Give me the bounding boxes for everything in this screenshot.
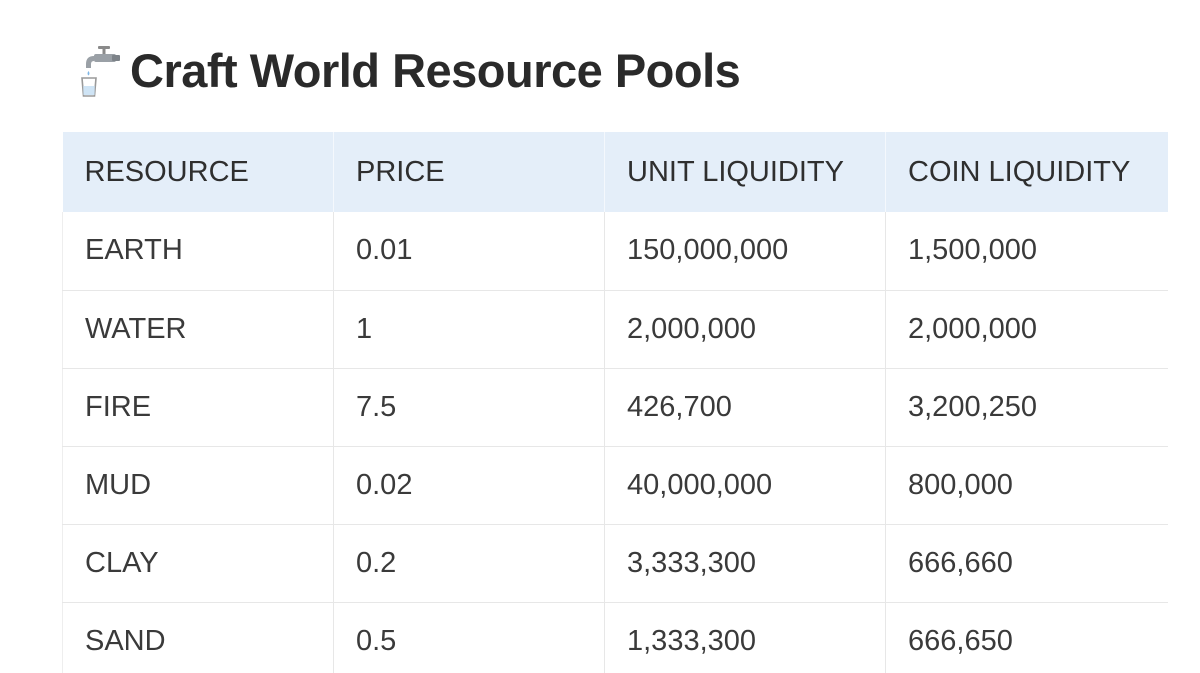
cell-unit-liquidity: 2,000,000: [604, 290, 886, 369]
title-row: Craft World Resource Pools: [76, 40, 741, 100]
cell-unit-liquidity: 426,700: [604, 368, 886, 447]
cell-coin-liquidity: 666,660: [885, 524, 1168, 603]
cell-coin-liquidity: 2,000,000: [885, 290, 1168, 369]
cell-unit-liquidity: 1,333,300: [604, 602, 886, 673]
header-row: RESOURCE PRICE UNIT LIQUIDITY COIN LIQUI…: [62, 132, 1168, 212]
cell-coin-liquidity: 3,200,250: [885, 368, 1168, 447]
table-row: EARTH 0.01 150,000,000 1,500,000: [62, 212, 1168, 291]
column-header-resource: RESOURCE: [62, 132, 334, 212]
column-header-price: PRICE: [333, 132, 605, 212]
table-body: EARTH 0.01 150,000,000 1,500,000 WATER 1…: [62, 212, 1168, 673]
column-header-coin-liquidity: COIN LIQUIDITY: [885, 132, 1168, 212]
cell-price: 1: [333, 290, 605, 369]
table-header: RESOURCE PRICE UNIT LIQUIDITY COIN LIQUI…: [62, 132, 1168, 212]
table-row: FIRE 7.5 426,700 3,200,250: [62, 368, 1168, 447]
faucet-icon: [76, 42, 124, 98]
cell-unit-liquidity: 3,333,300: [604, 524, 886, 603]
table-row: CLAY 0.2 3,333,300 666,660: [62, 524, 1168, 603]
resource-pools-table: RESOURCE PRICE UNIT LIQUIDITY COIN LIQUI…: [62, 132, 1168, 673]
cell-price: 0.5: [333, 602, 605, 673]
cell-price: 0.02: [333, 446, 605, 525]
cell-unit-liquidity: 40,000,000: [604, 446, 886, 525]
cell-resource: FIRE: [62, 368, 334, 447]
cell-resource: SAND: [62, 602, 334, 673]
table-row: SAND 0.5 1,333,300 666,650: [62, 602, 1168, 673]
cell-coin-liquidity: 1,500,000: [885, 212, 1168, 291]
cell-resource: CLAY: [62, 524, 334, 603]
cell-resource: WATER: [62, 290, 334, 369]
cell-unit-liquidity: 150,000,000: [604, 212, 886, 291]
cell-price: 0.2: [333, 524, 605, 603]
page-title: Craft World Resource Pools: [130, 43, 741, 97]
cell-price: 0.01: [333, 212, 605, 291]
cell-resource: EARTH: [62, 212, 334, 291]
cell-coin-liquidity: 666,650: [885, 602, 1168, 673]
table-row: MUD 0.02 40,000,000 800,000: [62, 446, 1168, 525]
cell-coin-liquidity: 800,000: [885, 446, 1168, 525]
cell-price: 7.5: [333, 368, 605, 447]
table-row: WATER 1 2,000,000 2,000,000: [62, 290, 1168, 369]
column-header-unit-liquidity: UNIT LIQUIDITY: [604, 132, 886, 212]
cell-resource: MUD: [62, 446, 334, 525]
resource-pools-table-container: RESOURCE PRICE UNIT LIQUIDITY COIN LIQUI…: [62, 132, 1168, 673]
